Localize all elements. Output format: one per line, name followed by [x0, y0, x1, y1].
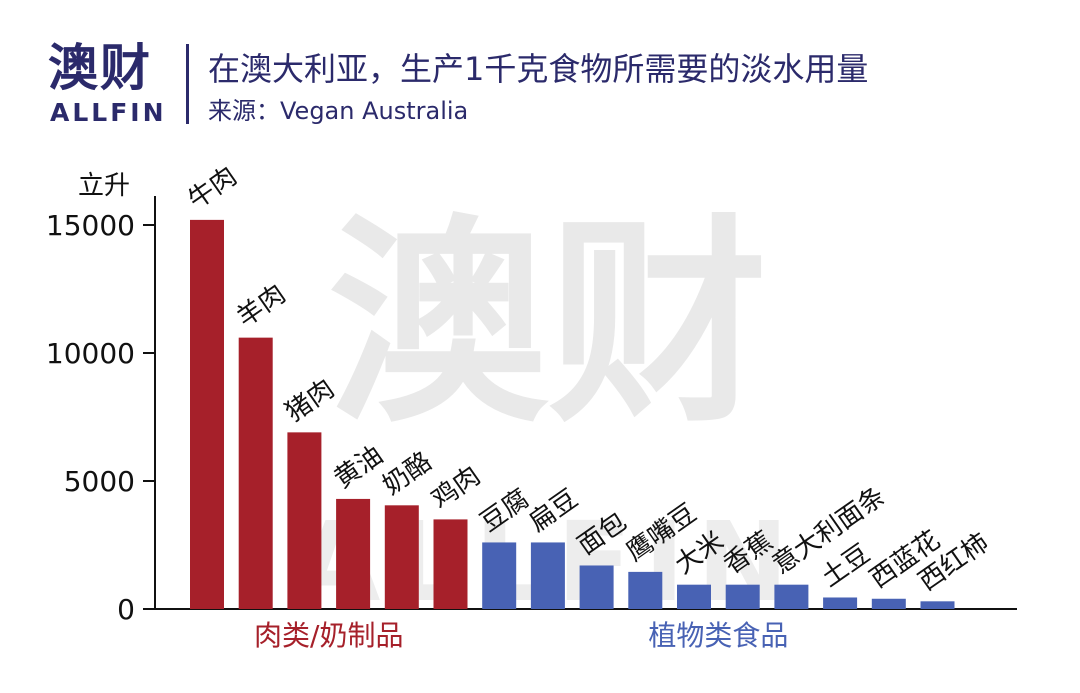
bar-3	[287, 432, 322, 609]
bar-13	[774, 584, 809, 609]
y-tick-label: 15000	[46, 209, 135, 242]
bar-label: 羊肉	[232, 279, 292, 333]
bar-15	[871, 598, 906, 609]
bar-7	[482, 542, 517, 609]
bar-1	[190, 219, 224, 609]
y-axis-unit-label: 立升	[78, 171, 130, 201]
bar-6	[433, 519, 468, 609]
bar-12	[725, 584, 760, 609]
y-tick-label: 0	[117, 593, 135, 626]
bar-11	[677, 584, 711, 609]
y-tick-label: 5000	[64, 465, 135, 498]
chart-title: 在澳大利亚，生产1千克食物所需要的淡水用量	[208, 50, 869, 88]
group-labels: 肉类/奶制品 植物类食品	[254, 619, 788, 652]
bar-16	[920, 601, 955, 609]
allfin-logo: 澳财 ALLFIN	[48, 40, 168, 130]
bar-14	[823, 597, 858, 609]
bar-10	[628, 571, 663, 609]
chart-source: 来源：Vegan Australia	[208, 97, 469, 125]
bar-4	[336, 498, 371, 609]
bar-label: 牛肉	[183, 161, 243, 215]
bar-8	[530, 542, 565, 609]
header-divider	[186, 44, 189, 124]
y-tick-label: 10000	[46, 337, 135, 370]
logo-text-en: ALLFIN	[50, 98, 167, 127]
bar-5	[384, 505, 419, 609]
watermark-logo-cn: 澳财	[328, 196, 768, 452]
y-axis-ticks: 0 5000 10000 15000	[46, 209, 155, 626]
logo-text-cn: 澳财	[48, 39, 152, 97]
group-label: 肉类/奶制品	[254, 619, 403, 652]
bar-2	[238, 337, 273, 609]
bars-group	[190, 219, 955, 609]
bar-9	[579, 565, 614, 609]
group-label: 植物类食品	[648, 619, 788, 652]
